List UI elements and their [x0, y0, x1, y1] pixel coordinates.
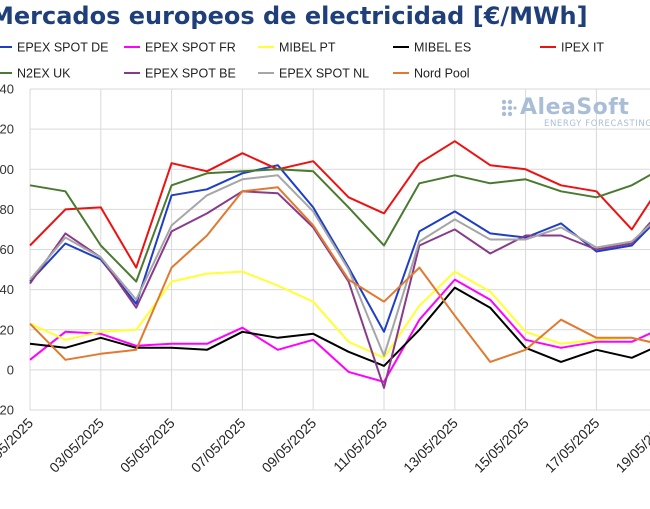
y-tick-label: 100: [0, 162, 14, 177]
series-line-ipex-it: [29, 140, 650, 269]
legend-label: MIBEL ES: [414, 41, 471, 55]
grid: [29, 88, 650, 411]
y-axis-ticks: -20 0 20 40 60 80 100 120 140: [0, 82, 14, 418]
x-tick-label: 11/05/2025: [330, 415, 390, 475]
aleasoft-logo: AleaSoft ENERGY FORECASTING: [500, 95, 650, 135]
logo-dots-icon: [501, 99, 517, 117]
legend-label: Nord Pool: [414, 67, 470, 81]
series-line-epex-spot-de: [29, 164, 650, 333]
y-tick-label: -20: [0, 403, 14, 418]
x-tick-label: 15/05/2025: [471, 415, 532, 476]
legend-item: EPEX SPOT BE: [124, 67, 236, 81]
x-tick-label: 13/05/2025: [400, 415, 461, 476]
legend: EPEX SPOT DE EPEX SPOT FR MIBEL PT MIBEL ES…: [0, 41, 604, 81]
legend-label: IPEX IT: [561, 41, 604, 55]
legend-item: IPEX IT: [540, 41, 604, 55]
logo-name: AleaSoft: [520, 95, 630, 120]
x-axis-ticks: 01/05/2025 03/05/2025 05/05/2025 07/05/2025…: [0, 415, 650, 476]
legend-item: EPEX SPOT DE: [0, 41, 108, 55]
series-line-epex-spot-be: [29, 190, 650, 389]
x-tick-label: 05/05/2025: [117, 415, 178, 476]
x-tick-label: 09/05/2025: [258, 415, 319, 476]
legend-label: EPEX SPOT NL: [279, 67, 369, 81]
x-tick-label: 19/05/2025: [612, 415, 650, 476]
y-tick-label: 120: [0, 122, 14, 137]
series-lines: [29, 140, 650, 389]
series-line-epex-spot-nl: [29, 174, 650, 357]
y-tick-label: 80: [0, 202, 14, 217]
y-tick-label: 60: [0, 242, 14, 257]
series-line-mibel-es: [29, 286, 650, 367]
y-tick-label: 140: [0, 82, 14, 97]
series-line-nord-pool: [29, 186, 650, 363]
legend-label: EPEX SPOT DE: [17, 41, 108, 55]
x-tick-label: 01/05/2025: [0, 415, 36, 476]
legend-item: N2EX UK: [0, 67, 71, 81]
chart-title: Mercados europeos de electricidad [€/MWh…: [0, 2, 588, 30]
legend-label: N2EX UK: [17, 67, 71, 81]
series-line-epex-spot-fr: [29, 278, 650, 383]
legend-label: EPEX SPOT FR: [145, 41, 236, 55]
series-line-mibel-pt: [29, 270, 650, 359]
legend-item: MIBEL PT: [258, 41, 336, 55]
x-tick-label: 17/05/2025: [542, 415, 603, 476]
legend-item: Nord Pool: [393, 67, 470, 81]
series-line-n2ex-uk: [29, 168, 650, 283]
y-tick-label: 40: [0, 282, 14, 297]
legend-item: EPEX SPOT FR: [124, 41, 236, 55]
legend-item: MIBEL ES: [393, 41, 471, 55]
legend-item: EPEX SPOT NL: [258, 67, 369, 81]
logo-tagline: ENERGY FORECASTING: [544, 119, 650, 129]
y-tick-label: 20: [0, 322, 14, 337]
x-tick-label: 03/05/2025: [46, 415, 107, 476]
legend-label: EPEX SPOT BE: [145, 67, 236, 81]
y-tick-label: 0: [7, 362, 14, 377]
x-tick-label: 07/05/2025: [188, 415, 249, 476]
legend-label: MIBEL PT: [279, 41, 336, 55]
